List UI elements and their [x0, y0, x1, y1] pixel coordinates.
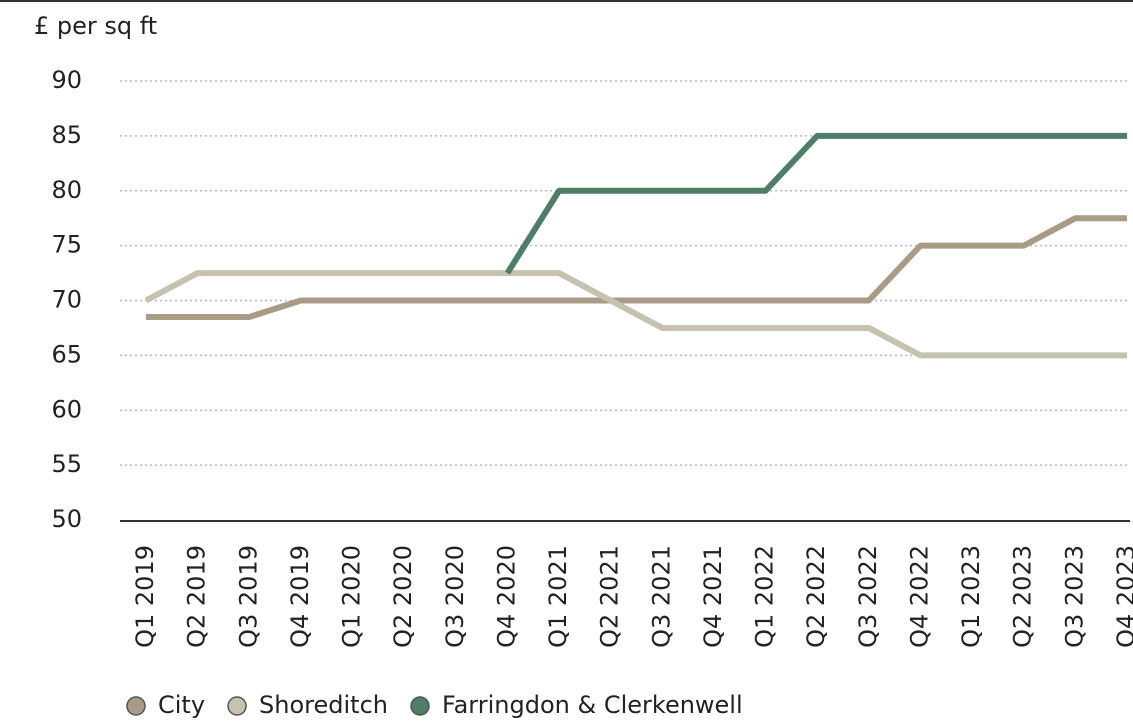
legend-label: City	[158, 691, 205, 719]
legend-swatch	[126, 696, 146, 716]
x-tick-label: Q1 2021	[544, 545, 572, 648]
x-tick-label: Q1 2023	[957, 545, 985, 648]
x-tick-label: Q4 2019	[286, 545, 314, 648]
x-tick-label: Q2 2020	[389, 545, 417, 648]
x-tick-label: Q2 2019	[183, 545, 211, 648]
y-tick-label: 70	[51, 286, 82, 314]
x-tick-label: Q3 2019	[234, 545, 262, 648]
x-tick-label: Q4 2022	[905, 545, 933, 648]
series-line	[146, 215, 1127, 320]
x-tick-label: Q1 2019	[131, 545, 159, 648]
x-tick-label: Q3 2023	[1060, 545, 1088, 648]
x-tick-label: Q2 2023	[1009, 545, 1037, 648]
series-line	[504, 132, 1127, 275]
y-tick-label: 90	[51, 66, 82, 94]
y-tick-label: 85	[51, 121, 82, 149]
series-line	[144, 270, 1127, 359]
legend-label: Shoreditch	[259, 691, 388, 719]
y-axis-label: £ per sq ft	[34, 12, 157, 40]
x-tick-label: Q4 2023	[1112, 545, 1133, 648]
y-tick-label: 50	[51, 505, 82, 533]
y-tick-label: 75	[51, 231, 82, 259]
x-tick-label: Q3 2022	[854, 545, 882, 648]
y-tick-label: 55	[51, 450, 82, 478]
x-tick-label: Q2 2021	[596, 545, 624, 648]
x-tick-label: Q4 2021	[699, 545, 727, 648]
legend-swatch	[410, 696, 430, 716]
y-tick-label: 80	[51, 176, 82, 204]
x-tick-label: Q3 2021	[647, 545, 675, 648]
x-tick-label: Q1 2022	[751, 545, 779, 648]
x-tick-label: Q1 2020	[338, 545, 366, 648]
x-tick-label: Q3 2020	[441, 545, 469, 648]
x-tick-label: Q4 2020	[492, 545, 520, 648]
y-tick-label: 65	[51, 340, 82, 368]
legend-label: Farringdon & Clerkenwell	[442, 691, 743, 719]
x-tick-label: Q2 2022	[802, 545, 830, 648]
y-tick-label: 60	[51, 395, 82, 423]
legend-swatch	[227, 696, 247, 716]
